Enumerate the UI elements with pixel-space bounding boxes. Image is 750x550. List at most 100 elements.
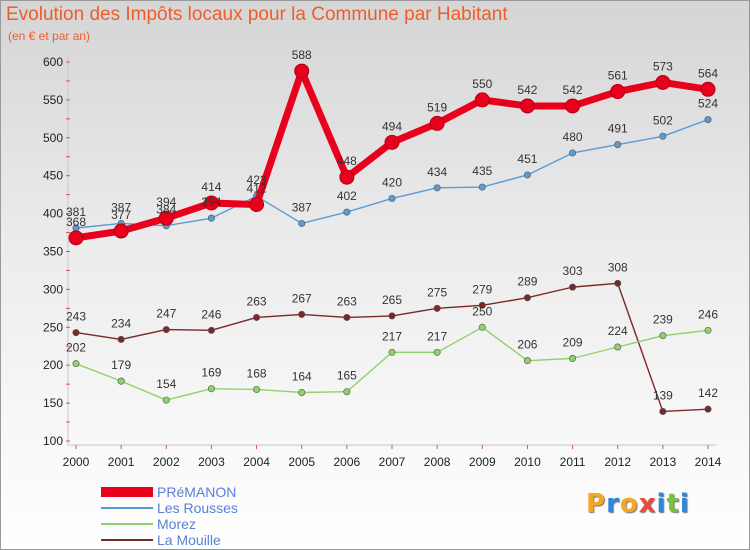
data-point bbox=[162, 326, 170, 334]
data-label: 434 bbox=[427, 165, 447, 179]
data-point bbox=[569, 149, 577, 157]
data-label: 303 bbox=[563, 264, 583, 278]
y-tick-label: 400 bbox=[43, 207, 63, 221]
data-point bbox=[433, 348, 441, 356]
data-point bbox=[523, 171, 531, 179]
x-tick-label: 2011 bbox=[560, 455, 586, 469]
y-tick-label: 250 bbox=[43, 320, 63, 334]
data-point bbox=[519, 98, 535, 114]
data-label: 206 bbox=[517, 338, 537, 352]
data-point bbox=[253, 385, 261, 393]
data-label: 224 bbox=[608, 324, 628, 338]
data-point bbox=[207, 326, 215, 334]
legend-label-les-rousses: Les Rousses bbox=[157, 500, 238, 516]
logo-letter: t bbox=[666, 489, 680, 519]
data-label: 564 bbox=[698, 66, 718, 80]
data-point bbox=[388, 348, 396, 356]
data-label: 169 bbox=[201, 366, 221, 380]
logo-letter: r bbox=[606, 489, 620, 519]
data-point bbox=[614, 141, 622, 149]
y-tick-label: 100 bbox=[43, 434, 63, 448]
data-label: 394 bbox=[156, 195, 176, 209]
data-point bbox=[294, 63, 310, 79]
data-point bbox=[569, 283, 577, 291]
data-point bbox=[478, 183, 486, 191]
data-label: 308 bbox=[608, 260, 628, 274]
data-label: 209 bbox=[563, 335, 583, 349]
data-label: 377 bbox=[111, 208, 131, 222]
data-label: 243 bbox=[66, 310, 86, 324]
x-tick-label: 2013 bbox=[650, 455, 677, 469]
data-label: 168 bbox=[247, 366, 267, 380]
y-tick-label: 200 bbox=[43, 358, 63, 372]
data-point bbox=[68, 230, 84, 246]
data-point bbox=[659, 407, 667, 415]
x-tick-label: 2006 bbox=[334, 455, 361, 469]
data-label: 368 bbox=[66, 215, 86, 229]
data-label: 239 bbox=[653, 313, 673, 327]
data-label: 217 bbox=[427, 329, 447, 343]
data-point bbox=[523, 357, 531, 365]
data-label: 263 bbox=[247, 294, 267, 308]
y-tick-label: 350 bbox=[43, 245, 63, 259]
data-point bbox=[158, 210, 174, 226]
data-label: 412 bbox=[247, 182, 267, 196]
data-point bbox=[700, 81, 716, 97]
data-label: 420 bbox=[382, 175, 402, 189]
data-label: 451 bbox=[517, 152, 537, 166]
data-label: 275 bbox=[427, 285, 447, 299]
data-point bbox=[298, 219, 306, 227]
data-label: 289 bbox=[517, 275, 537, 289]
x-tick-label: 2009 bbox=[469, 455, 496, 469]
data-point bbox=[207, 385, 215, 393]
data-label: 550 bbox=[472, 77, 492, 91]
data-label: 423 bbox=[247, 173, 267, 187]
data-point bbox=[249, 197, 265, 213]
data-point bbox=[72, 360, 80, 368]
data-label: 435 bbox=[472, 164, 492, 178]
x-tick-label: 2001 bbox=[108, 455, 135, 469]
data-label: 588 bbox=[292, 48, 312, 62]
data-point bbox=[162, 396, 170, 404]
data-label: 448 bbox=[337, 154, 357, 168]
data-label: 265 bbox=[382, 293, 402, 307]
x-tick-label: 2000 bbox=[63, 455, 90, 469]
legend-swatch-morez bbox=[101, 523, 153, 525]
y-tick-label: 450 bbox=[43, 169, 63, 183]
data-point bbox=[565, 98, 581, 114]
data-label: 384 bbox=[156, 203, 176, 217]
data-label: 139 bbox=[653, 388, 673, 402]
logo-letter: P bbox=[586, 489, 607, 519]
data-point bbox=[117, 377, 125, 385]
data-point bbox=[253, 313, 261, 321]
data-point bbox=[339, 169, 355, 185]
data-label: 402 bbox=[337, 189, 357, 203]
data-label: 263 bbox=[337, 294, 357, 308]
legend-swatch-premanon bbox=[101, 487, 153, 497]
data-point bbox=[298, 388, 306, 396]
data-label: 234 bbox=[111, 316, 131, 330]
data-point bbox=[433, 184, 441, 192]
proxiti-logo: Proxiti bbox=[586, 489, 690, 519]
data-point bbox=[388, 312, 396, 320]
x-tick-label: 2002 bbox=[153, 455, 180, 469]
data-label: 267 bbox=[292, 291, 312, 305]
logo-letter: x bbox=[638, 489, 657, 519]
data-point bbox=[659, 332, 667, 340]
y-tick-label: 600 bbox=[43, 55, 63, 69]
x-tick-label: 2012 bbox=[604, 455, 631, 469]
legend-label-premanon: PRéMANON bbox=[157, 484, 237, 500]
y-tick-label: 300 bbox=[43, 282, 63, 296]
data-label: 246 bbox=[698, 307, 718, 321]
data-point bbox=[113, 223, 129, 239]
data-point bbox=[203, 195, 219, 211]
x-tick-label: 2004 bbox=[243, 455, 270, 469]
data-point bbox=[614, 343, 622, 351]
data-label: 414 bbox=[201, 180, 221, 194]
data-point bbox=[298, 310, 306, 318]
data-label: 491 bbox=[608, 122, 628, 136]
data-label: 279 bbox=[472, 282, 492, 296]
data-label: 179 bbox=[111, 358, 131, 372]
data-label: 246 bbox=[201, 307, 221, 321]
